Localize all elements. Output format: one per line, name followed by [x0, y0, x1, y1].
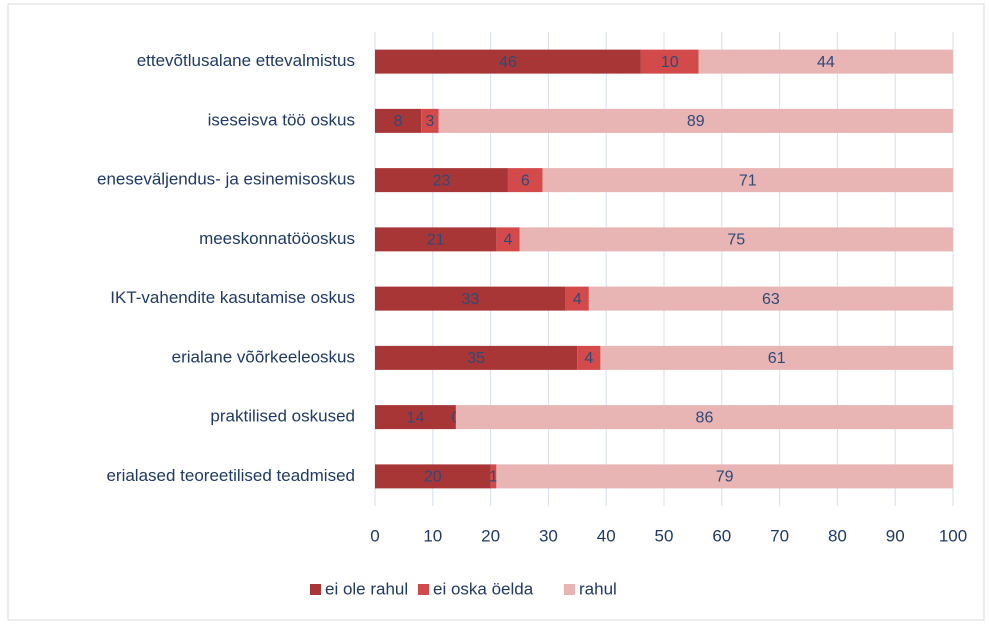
- bar-segment: [542, 168, 953, 193]
- bar-segment: [375, 227, 497, 252]
- data-label: 8: [394, 113, 403, 130]
- y-tick-label: eneseväljendus- ja esinemisoskus: [97, 170, 355, 189]
- data-label: 10: [661, 54, 679, 71]
- legend-label: ei oska öelda: [433, 579, 534, 598]
- data-label: 20: [424, 469, 442, 486]
- data-label: 44: [817, 54, 835, 71]
- legend-label: ei ole rahul: [325, 579, 408, 598]
- legend-swatch: [418, 584, 429, 595]
- bar-segment: [375, 345, 578, 370]
- legend-swatch: [564, 584, 575, 595]
- x-tick-label: 0: [370, 526, 379, 545]
- data-label: 35: [467, 350, 485, 367]
- legend-swatch: [310, 584, 321, 595]
- chart-frame: [7, 3, 985, 621]
- data-label: 89: [687, 113, 705, 130]
- data-label: 46: [499, 54, 517, 71]
- x-tick-label: 50: [655, 526, 674, 545]
- bar-segment: [565, 286, 589, 311]
- data-label: 23: [433, 172, 451, 189]
- bar-segment: [507, 168, 543, 193]
- data-label: 79: [716, 469, 734, 486]
- bar-segment: [496, 464, 953, 489]
- y-tick-label: meeskonnatööoskus: [199, 229, 355, 248]
- x-tick-label: 60: [712, 526, 731, 545]
- data-label: 4: [503, 232, 512, 249]
- bar-segment: [375, 108, 422, 133]
- bar-segment: [375, 464, 491, 489]
- legend-label: rahul: [579, 579, 617, 598]
- bar-segment: [519, 227, 953, 252]
- data-label: 4: [573, 291, 582, 308]
- y-tick-label: iseseisva töö oskus: [208, 110, 355, 129]
- data-label: 1: [489, 469, 498, 486]
- x-tick-label: 20: [481, 526, 500, 545]
- data-label: 14: [407, 409, 425, 426]
- bar-segment: [496, 227, 520, 252]
- x-tick-label: 90: [886, 526, 905, 545]
- data-label: 86: [696, 409, 714, 426]
- bar-segment: [640, 49, 699, 74]
- bar-segment: [375, 405, 456, 430]
- data-label: 21: [427, 232, 445, 249]
- x-tick-label: 70: [770, 526, 789, 545]
- data-label: 71: [739, 172, 757, 189]
- bar-segment: [600, 345, 953, 370]
- bar-segment: [698, 49, 953, 74]
- y-tick-label: erialased teoreetilised teadmised: [106, 466, 355, 485]
- y-tick-label: ettevõtlusalane ettevalmistus: [137, 51, 355, 70]
- x-tick-label: 40: [597, 526, 616, 545]
- data-label: 61: [768, 350, 786, 367]
- bar-segment: [490, 464, 497, 489]
- data-label: 4: [584, 350, 593, 367]
- bar-segment: [421, 108, 439, 133]
- bar-segment: [375, 286, 566, 311]
- data-label: 33: [461, 291, 479, 308]
- x-tick-label: 80: [828, 526, 847, 545]
- bar-segment: [577, 345, 601, 370]
- x-tick-label: 10: [423, 526, 442, 545]
- bar-segment: [375, 168, 508, 193]
- y-tick-label: erialane võõrkeeleoskus: [172, 347, 355, 366]
- data-label: 75: [727, 232, 745, 249]
- data-label: 3: [425, 113, 434, 130]
- data-label: 63: [762, 291, 780, 308]
- y-tick-label: IKT-vahendite kasutamise oskus: [110, 288, 355, 307]
- y-tick-label: praktilised oskused: [210, 407, 355, 426]
- bar-segment: [455, 405, 953, 430]
- x-tick-label: 30: [539, 526, 558, 545]
- x-tick-label: 100: [939, 526, 967, 545]
- data-label: 6: [521, 172, 530, 189]
- bar-segment: [375, 49, 641, 74]
- bar-segment: [588, 286, 953, 311]
- bar-segment: [438, 108, 954, 133]
